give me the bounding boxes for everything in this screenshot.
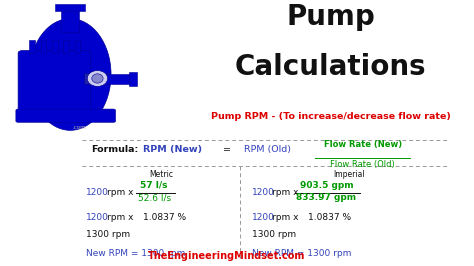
Text: Pump: Pump [286,3,375,31]
Ellipse shape [29,19,111,130]
Text: rpm x: rpm x [107,213,133,222]
Text: Pump RPM - (To increase/decrease flow rate): Pump RPM - (To increase/decrease flow ra… [211,112,451,121]
Text: Imperial: Imperial [333,170,365,179]
Text: 1200: 1200 [252,188,274,197]
Text: rpm x: rpm x [107,188,133,197]
Text: rpm x: rpm x [272,188,299,197]
FancyBboxPatch shape [18,51,91,114]
Bar [55,4,85,11]
Text: Formula:: Formula: [91,145,138,154]
Text: 1.0837 %: 1.0837 % [143,213,186,222]
Text: New RPM = 1300 rpm: New RPM = 1300 rpm [252,249,351,258]
Text: Flow Rate (New): Flow Rate (New) [324,140,401,149]
Text: Flow Rate (Old): Flow Rate (Old) [330,160,395,169]
Text: TheEngineeringMindset.com: TheEngineeringMindset.com [148,251,305,261]
Bar [41,40,46,53]
Text: rpm x: rpm x [272,213,299,222]
Bar [64,40,69,53]
Bar [129,72,137,86]
Bar [61,5,79,32]
Text: 833.97 gpm: 833.97 gpm [296,193,356,202]
FancyBboxPatch shape [16,109,116,122]
Bar [102,74,131,84]
Text: The: The [23,101,33,106]
Text: 1.0837 %: 1.0837 % [308,213,351,222]
Text: 57 l/s: 57 l/s [140,181,168,190]
Text: New RPM = 1300 rpm: New RPM = 1300 rpm [86,249,185,258]
Text: 1300 rpm: 1300 rpm [252,230,296,239]
Text: 903.5 gpm: 903.5 gpm [300,181,353,190]
Ellipse shape [92,74,103,83]
Text: RPM (Old): RPM (Old) [244,145,291,154]
Text: 1200: 1200 [252,213,274,222]
Text: 52.6 l/s: 52.6 l/s [137,193,171,202]
Text: 1200: 1200 [86,188,109,197]
Text: Calculations: Calculations [235,53,427,81]
Text: 1300 rpm: 1300 rpm [86,230,130,239]
Ellipse shape [87,70,108,86]
Text: 1200: 1200 [86,213,109,222]
Bar [84,73,109,84]
Text: =: = [223,145,231,154]
Bar [75,40,80,53]
Text: Metric: Metric [149,170,173,179]
Text: .com: .com [73,125,86,130]
Bar [52,40,57,53]
Bar [29,40,35,53]
Text: RPM (New): RPM (New) [143,145,202,154]
